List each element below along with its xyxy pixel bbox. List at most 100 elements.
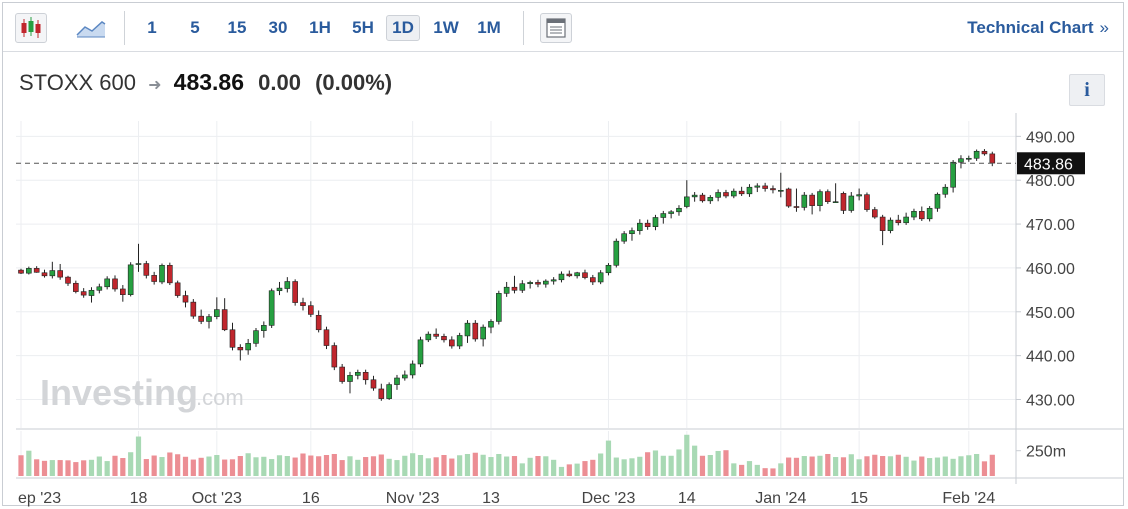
volume-bar bbox=[629, 458, 635, 476]
candle bbox=[715, 189, 721, 202]
candle bbox=[449, 336, 455, 349]
candle-body bbox=[660, 213, 667, 218]
volume-bar bbox=[198, 457, 204, 476]
candle bbox=[503, 281, 510, 297]
candle-body bbox=[104, 278, 110, 288]
candle bbox=[511, 275, 518, 294]
y-tick-label: 440.00 bbox=[1026, 349, 1075, 366]
time-axis: ep '23 18 Oct '23 16 Nov '23 13 Dec '23 14 Jan '… bbox=[18, 490, 995, 507]
candle-body bbox=[65, 276, 71, 284]
volume-bar bbox=[73, 462, 79, 476]
volume-bar bbox=[488, 457, 494, 476]
volume-bar bbox=[49, 460, 55, 476]
volume-bar bbox=[652, 450, 659, 476]
volume-bar bbox=[692, 445, 698, 476]
candle bbox=[417, 336, 424, 368]
volume-bar bbox=[347, 456, 353, 476]
candle bbox=[652, 214, 659, 231]
candle bbox=[926, 206, 933, 222]
candlestick-icon[interactable] bbox=[15, 13, 47, 43]
volume-bar bbox=[621, 459, 627, 476]
candle bbox=[26, 266, 32, 275]
info-button[interactable]: i bbox=[1069, 74, 1105, 106]
candle-body bbox=[339, 366, 345, 382]
candle bbox=[253, 328, 259, 347]
volume-bar bbox=[739, 464, 745, 476]
interval-1m[interactable]: 1M bbox=[477, 18, 501, 37]
toolbar-separator bbox=[124, 11, 125, 45]
candle bbox=[268, 288, 275, 329]
candle bbox=[433, 328, 439, 339]
candle bbox=[41, 269, 48, 278]
candle-body bbox=[386, 384, 392, 399]
volume-bar bbox=[762, 468, 768, 476]
x-tick-label: Jan '24 bbox=[755, 490, 806, 507]
candle-body bbox=[18, 269, 24, 274]
candle bbox=[167, 262, 173, 286]
candle bbox=[57, 263, 63, 280]
candle bbox=[801, 192, 808, 211]
x-tick-label: Oct '23 bbox=[192, 490, 242, 507]
candle bbox=[519, 280, 526, 293]
candle-body bbox=[629, 230, 635, 235]
candle-body bbox=[699, 194, 706, 202]
candle bbox=[918, 206, 925, 221]
quote-header: STOXX 600 ➜ 483.86 0.00 (0.00%) bbox=[19, 69, 392, 101]
candle bbox=[723, 189, 729, 199]
volume-bar bbox=[880, 456, 886, 476]
candle-body bbox=[801, 194, 808, 208]
volume-bar bbox=[504, 456, 510, 476]
volume-bar bbox=[222, 459, 228, 476]
candle-body bbox=[895, 219, 902, 224]
candle bbox=[221, 298, 228, 332]
technical-chart-link[interactable]: Technical Chart » bbox=[967, 18, 1109, 38]
interval-30[interactable]: 30 bbox=[268, 18, 288, 37]
candle bbox=[911, 208, 917, 221]
layout-icon[interactable] bbox=[540, 13, 572, 43]
candle bbox=[621, 231, 627, 244]
volume-bar bbox=[887, 456, 894, 476]
interval-15[interactable]: 15 bbox=[227, 18, 247, 37]
interval-1w[interactable]: 1W bbox=[433, 18, 459, 37]
interval-5h[interactable]: 5H bbox=[352, 18, 374, 37]
candle-body bbox=[347, 375, 353, 382]
volume-bar bbox=[308, 455, 314, 476]
volume-bar bbox=[323, 455, 330, 476]
interval-1d[interactable]: 1D bbox=[386, 15, 420, 41]
volume-bar bbox=[112, 455, 118, 476]
candle bbox=[127, 262, 134, 297]
volume-bar bbox=[527, 457, 533, 476]
candle bbox=[543, 279, 549, 288]
volume-bar bbox=[613, 457, 619, 476]
x-tick-label: ep '23 bbox=[18, 490, 61, 507]
candle bbox=[574, 271, 580, 279]
candle-body bbox=[300, 302, 306, 306]
interval-1[interactable]: 1 bbox=[147, 18, 157, 37]
interval-5[interactable]: 5 bbox=[190, 18, 200, 37]
candle bbox=[198, 309, 204, 325]
candle bbox=[49, 261, 56, 279]
candle-body bbox=[276, 287, 283, 292]
candle bbox=[832, 183, 839, 203]
volume-bar bbox=[551, 459, 557, 476]
volume-bar bbox=[958, 456, 964, 476]
volume-bar bbox=[872, 454, 878, 476]
candle bbox=[331, 342, 338, 371]
area-chart-icon[interactable] bbox=[75, 15, 107, 41]
interval-1h[interactable]: 1H bbox=[309, 18, 331, 37]
volume-bar bbox=[754, 464, 760, 476]
candle-body bbox=[73, 282, 79, 292]
candle bbox=[323, 326, 330, 350]
volume-bar bbox=[590, 459, 596, 476]
candle-body bbox=[433, 333, 439, 337]
price-change-pct: (0.00%) bbox=[315, 70, 393, 95]
candle-body bbox=[127, 264, 134, 295]
candle-body bbox=[887, 219, 894, 231]
volume-bar bbox=[449, 458, 455, 476]
candle bbox=[809, 192, 815, 215]
candle-body bbox=[770, 188, 776, 191]
candle bbox=[582, 269, 588, 280]
candle-body bbox=[480, 326, 486, 340]
candle-body bbox=[284, 281, 291, 289]
